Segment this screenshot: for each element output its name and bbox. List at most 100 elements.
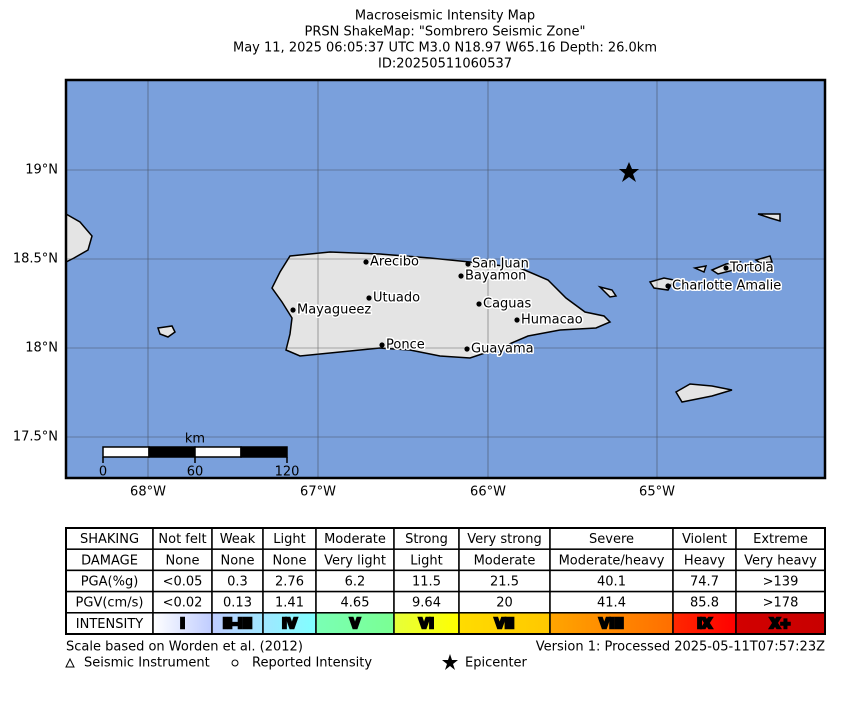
city-label: Arecibo: [370, 255, 419, 270]
cell-text: Moderate: [474, 553, 536, 568]
cell-text: 74.7: [690, 575, 719, 590]
table-frame: [65, 527, 826, 635]
city-label: Utuado: [373, 291, 420, 306]
cell-text: >139: [763, 575, 799, 590]
cell-text: Heavy: [684, 553, 725, 568]
cell-text: Very heavy: [744, 553, 817, 568]
cell-text: Very light: [324, 553, 386, 568]
cell-text: None: [166, 553, 200, 568]
cell-text: 0.3: [227, 575, 248, 590]
cell-text: 1.41: [275, 596, 304, 611]
cell-text: Violent: [682, 532, 727, 547]
cell-text: Moderate: [324, 532, 386, 547]
scale-unit: km: [185, 432, 205, 447]
cell-text: Very strong: [467, 532, 541, 547]
city-dot: [465, 261, 471, 267]
legend-star: [442, 654, 458, 670]
lat-label: 18.5°N: [13, 252, 58, 267]
epicenter-star: [619, 162, 639, 182]
cell-text: 4.65: [341, 596, 370, 611]
city-label: Humacao: [521, 313, 583, 328]
city-label: Tortola: [729, 261, 774, 276]
cell-text: >178: [763, 596, 799, 611]
cell-text: None: [221, 553, 255, 568]
cell-text: PGV(cm/s): [76, 596, 144, 611]
cell-text: 41.4: [597, 596, 626, 611]
footer-note: Scale based on Worden et al. (2012): [66, 640, 303, 655]
cell-text: Light: [410, 553, 442, 568]
cell-text: SHAKING: [80, 532, 139, 547]
cell-text: VII: [495, 617, 515, 632]
cell-text: VI: [419, 617, 434, 632]
title-line: ID:20250511060537: [378, 57, 512, 72]
legend-label: Reported Intensity: [252, 656, 372, 671]
city-label: Bayamon: [465, 269, 526, 284]
city-label: Caguas: [483, 297, 532, 312]
legend-circle: [231, 659, 239, 667]
cell-text: DAMAGE: [81, 553, 138, 568]
title-line: PRSN ShakeMap: "Sombrero Seismic Zone": [304, 25, 585, 40]
city-dot: [290, 307, 296, 313]
cell-text: <0.02: [163, 596, 203, 611]
scale-bar: [102, 446, 288, 463]
lat-label: 18°N: [25, 341, 58, 356]
city-dot: [723, 265, 729, 271]
title-line: May 11, 2025 06:05:37 UTC M3.0 N18.97 W6…: [233, 41, 657, 56]
footer-version: Version 1: Processed 2025-05-11T07:57:23…: [536, 640, 825, 655]
cell-text: INTENSITY: [76, 617, 143, 632]
cell-text: Moderate/heavy: [559, 553, 665, 568]
lon-label: 68°W: [130, 485, 166, 500]
cell-text: Light: [273, 532, 305, 547]
cell-text: Weak: [220, 532, 256, 547]
scale-label: 0: [99, 465, 107, 480]
city-dot: [464, 346, 470, 352]
legend-triangle: [65, 657, 75, 668]
city-dot: [458, 273, 464, 279]
cell-text: 0.13: [223, 596, 252, 611]
scale-label: 120: [275, 465, 300, 480]
cell-text: Extreme: [753, 532, 808, 547]
cell-text: <0.05: [163, 575, 203, 590]
cell-text: 21.5: [490, 575, 519, 590]
city-dot: [379, 342, 385, 348]
cell-text: VIII: [599, 617, 624, 632]
city-dot: [665, 283, 671, 289]
lon-label: 66°W: [470, 485, 506, 500]
map-frame: [64, 78, 827, 480]
legend-label: Seismic Instrument: [84, 656, 210, 671]
city-label: Charlotte Amalie: [672, 279, 781, 294]
cell-text: II-III: [223, 617, 253, 632]
cell-text: 11.5: [412, 575, 441, 590]
lat-label: 17.5°N: [13, 430, 58, 445]
city-dot: [476, 301, 482, 307]
cell-text: 40.1: [597, 575, 626, 590]
city-label: San Juan: [472, 257, 529, 272]
cell-text: I: [180, 617, 185, 632]
land: [65, 212, 781, 403]
cell-text: 20: [496, 596, 513, 611]
cell-text: Not felt: [158, 532, 206, 547]
graticule: [66, 80, 825, 478]
legend-label: Epicenter: [465, 656, 528, 671]
title-line: Macroseismic Intensity Map: [355, 9, 535, 24]
city-dot: [514, 317, 520, 323]
cell-text: 9.64: [412, 596, 441, 611]
scale-label: 60: [187, 465, 204, 480]
city-dot: [363, 259, 369, 265]
lat-label: 19°N: [25, 163, 58, 178]
city-label: Guayama: [471, 342, 534, 357]
cell-text: IV: [282, 617, 297, 632]
lon-label: 67°W: [300, 485, 336, 500]
cell-text: V: [350, 617, 360, 632]
city-dot: [366, 295, 372, 301]
cell-text: Severe: [589, 532, 634, 547]
city-label: Ponce: [386, 338, 425, 353]
cell-text: PGA(%g): [81, 575, 139, 590]
cell-text: X+: [770, 617, 791, 632]
cell-text: None: [273, 553, 307, 568]
city-label: Mayagueez: [297, 303, 371, 318]
cell-text: 2.76: [275, 575, 304, 590]
cell-text: 85.8: [690, 596, 719, 611]
cell-text: 6.2: [345, 575, 366, 590]
